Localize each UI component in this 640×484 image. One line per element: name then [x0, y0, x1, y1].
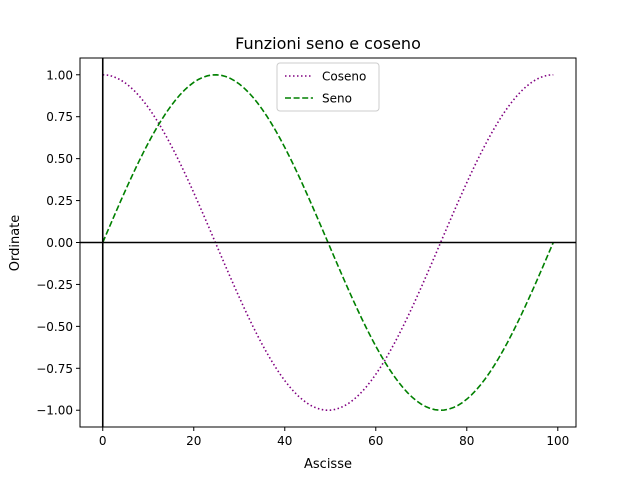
- x-tick-label: 80: [459, 434, 474, 448]
- chart-title: Funzioni seno e coseno: [235, 34, 421, 53]
- x-tick-label: 0: [99, 434, 107, 448]
- y-tick-label: 0.00: [46, 236, 73, 250]
- legend-box: [276, 62, 380, 112]
- y-tick-label: 1.00: [46, 68, 73, 82]
- x-tick-label: 40: [277, 434, 292, 448]
- x-axis-label: Ascisse: [304, 457, 352, 472]
- y-tick-label: 0.25: [46, 194, 73, 208]
- y-tick-label: −0.50: [36, 320, 73, 334]
- y-tick-label: 0.75: [46, 110, 73, 124]
- y-tick-label: −0.75: [36, 362, 73, 376]
- y-tick-label: −1.00: [36, 404, 73, 418]
- legend-label-seno: Seno: [322, 92, 352, 106]
- x-tick-label: 60: [368, 434, 383, 448]
- x-tick-label: 100: [546, 434, 569, 448]
- y-tick-label: 0.50: [46, 152, 73, 166]
- legend-label-coseno: Coseno: [322, 70, 366, 84]
- y-tick-label: −0.25: [36, 278, 73, 292]
- x-tick-label: 20: [186, 434, 201, 448]
- plot-area: 0 20 40 60 80 100 −1.00 −0.75 −0.50 −0.25 0.00 0.25…: [36, 57, 577, 448]
- y-axis-label: Ordinate: [8, 215, 23, 272]
- series-line-coseno: [102, 73, 554, 411]
